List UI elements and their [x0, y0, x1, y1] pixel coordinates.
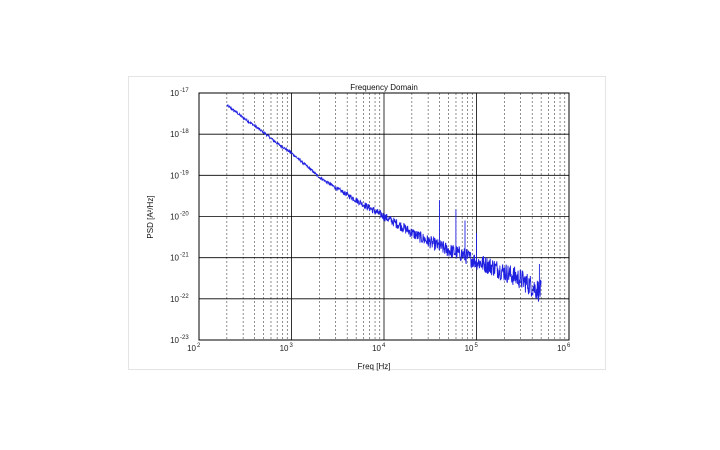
x-tick-exponent: 5: [475, 343, 479, 349]
y-tick-label: 10: [170, 89, 179, 98]
y-tick-label: 10: [170, 213, 179, 222]
x-tick-exponent: 2: [197, 343, 201, 349]
x-tick-exponent: 4: [382, 343, 386, 349]
y-tick-label: 10: [170, 254, 179, 263]
y-tick-label: 10: [170, 130, 179, 139]
y-tick-exponent: -21: [180, 253, 189, 259]
x-tick-exponent: 3: [290, 343, 294, 349]
x-tick-label: 10: [372, 344, 381, 353]
figure-panel: 10 2 10 3 10 4 10 5 10 6 10 -17 10 -18 10 -19 10 -20 10 -21…: [128, 76, 606, 371]
x-tick-label: 10: [187, 344, 196, 353]
x-tick-label: 10: [280, 344, 289, 353]
y-tick-exponent: -19: [180, 170, 189, 176]
x-tick-label: 10: [465, 344, 474, 353]
x-axis-label: Freq [Hz]: [358, 362, 391, 371]
y-tick-exponent: -22: [180, 294, 189, 300]
x-tick-label: 10: [557, 344, 566, 353]
y-tick-exponent: -23: [180, 335, 189, 341]
y-tick-label: 10: [170, 171, 179, 180]
x-tick-exponent: 6: [567, 343, 571, 349]
y-tick-exponent: -18: [180, 129, 189, 135]
y-tick-label: 10: [170, 336, 179, 345]
y-tick-exponent: -17: [180, 88, 189, 94]
psd-series-line: [226, 103, 542, 303]
plot-frame: [198, 92, 570, 341]
y-axis-label: PSD [A²/Hz]: [146, 195, 155, 238]
y-tick-label: 10: [170, 295, 179, 304]
y-tick-exponent: -20: [180, 212, 189, 218]
chart-title: Frequency Domain: [350, 83, 418, 92]
